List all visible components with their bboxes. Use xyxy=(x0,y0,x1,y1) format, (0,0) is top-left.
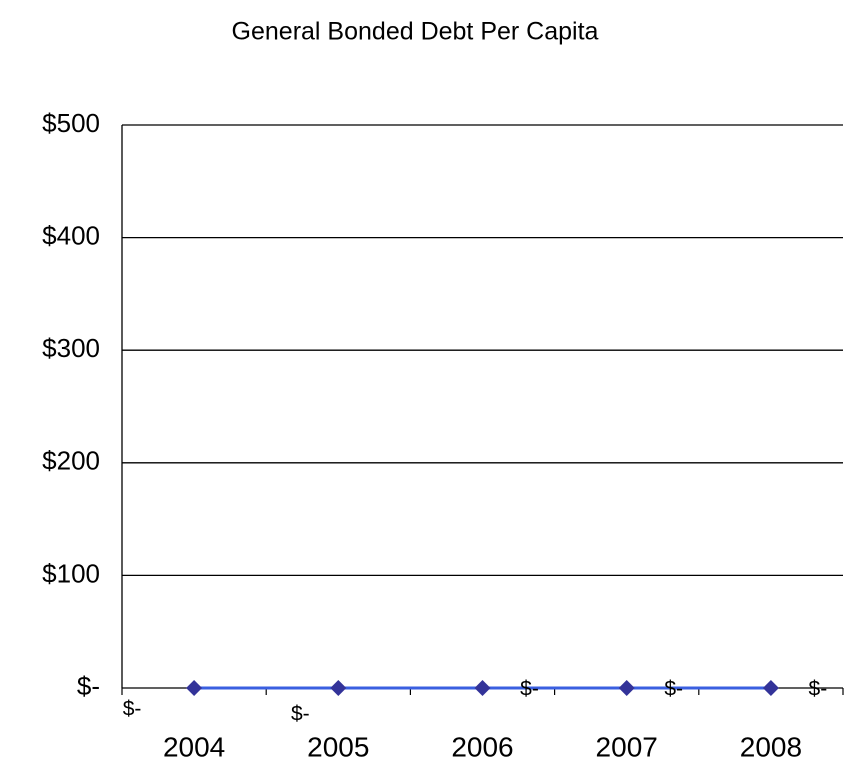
marker xyxy=(186,680,203,696)
y-tick-label: $200 xyxy=(42,446,100,476)
marker xyxy=(474,680,491,696)
value-label: $- xyxy=(809,678,828,701)
marker xyxy=(330,680,347,696)
y-tick-label: $100 xyxy=(42,558,100,588)
marker xyxy=(618,680,635,696)
value-label: $- xyxy=(291,703,310,726)
x-tick-label: 2004 xyxy=(163,731,225,762)
y-tick-label: $500 xyxy=(42,108,100,138)
marker xyxy=(762,680,779,696)
x-tick-label: 2006 xyxy=(451,731,513,762)
value-label: $- xyxy=(664,678,683,701)
x-tick-label: 2005 xyxy=(307,731,369,762)
y-tick-label: $300 xyxy=(42,333,100,363)
x-tick-label: 2007 xyxy=(596,731,658,762)
chart-title: General Bonded Debt Per Capita xyxy=(232,18,599,46)
x-tick-label: 2008 xyxy=(740,731,802,762)
y-tick-label: $- xyxy=(77,671,100,701)
y-tick-label: $400 xyxy=(42,220,100,250)
value-label: $- xyxy=(520,678,539,701)
value-label: $- xyxy=(123,698,142,721)
